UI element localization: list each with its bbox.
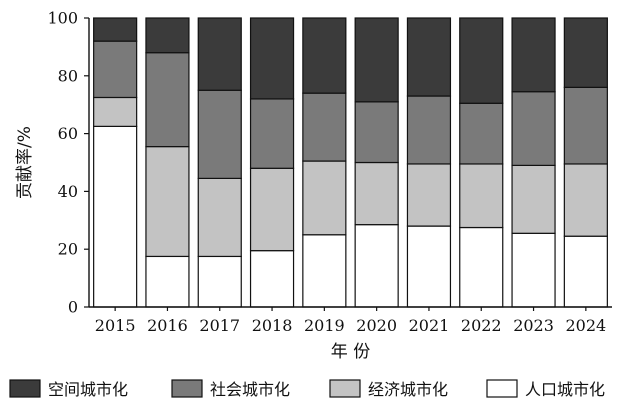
legend-swatch xyxy=(9,379,41,398)
y-tick-label: 40 xyxy=(58,182,78,201)
bar-segment-2021-s0 xyxy=(406,225,452,308)
x-tick-label: 2016 xyxy=(147,316,188,335)
bar-segment-2019-s2 xyxy=(302,92,347,162)
bar-segment-2022-s3 xyxy=(459,17,504,104)
legend-label: 社会城市化 xyxy=(210,380,290,399)
legend-label: 经济城市化 xyxy=(368,380,448,399)
y-tick-label: 0 xyxy=(68,298,78,317)
bar-segment-2020-s2 xyxy=(354,101,399,164)
bar-segment-2021-s2 xyxy=(406,95,452,165)
x-tick-label: 2018 xyxy=(252,316,293,335)
bar-segment-2016-s1 xyxy=(145,146,190,258)
legend-swatch xyxy=(486,379,518,398)
bar-segment-2021-s3 xyxy=(406,17,452,97)
bar-segment-2019-s0 xyxy=(302,234,347,308)
bar-segment-2021-s1 xyxy=(406,163,452,227)
legend-swatch xyxy=(171,379,203,398)
bar-segment-2017-s3 xyxy=(197,17,242,91)
x-tick-label: 2023 xyxy=(513,316,554,335)
bars-layer xyxy=(93,17,608,308)
bar-segment-2023-s3 xyxy=(511,17,556,93)
bar-segment-2015-s2 xyxy=(93,40,138,99)
bar-segment-2024-s2 xyxy=(563,86,608,165)
bar-segment-2017-s1 xyxy=(197,177,242,258)
bar-segment-2018-s0 xyxy=(249,250,295,308)
bar-segment-2019-s3 xyxy=(302,17,347,94)
bar-segment-2018-s1 xyxy=(249,167,295,252)
bar-segment-2020-s0 xyxy=(354,224,399,308)
legend-label: 人口城市化 xyxy=(525,380,605,399)
y-tick-label: 80 xyxy=(58,66,78,85)
bar-segment-2015-s1 xyxy=(93,96,138,127)
y-axis-title: 贡献率/% xyxy=(15,126,35,199)
bar-segment-2016-s2 xyxy=(145,52,190,148)
legend-label: 空间城市化 xyxy=(48,380,128,399)
bar-segment-2016-s0 xyxy=(145,255,190,308)
x-tick-label: 2021 xyxy=(409,316,450,335)
bar-segment-2019-s1 xyxy=(302,160,347,236)
bar-segment-2023-s1 xyxy=(511,164,556,234)
bar-segment-2022-s0 xyxy=(459,226,504,308)
x-tick-label: 2020 xyxy=(356,316,397,335)
bar-segment-2023-s0 xyxy=(511,232,556,308)
bar-segment-2024-s3 xyxy=(563,17,608,88)
bar-segment-2024-s1 xyxy=(563,163,608,237)
bar-segment-2020-s1 xyxy=(354,161,399,226)
x-tick-label: 2017 xyxy=(199,316,240,335)
x-axis-title: 年 份 xyxy=(331,342,370,362)
bar-segment-2018-s3 xyxy=(249,17,295,100)
legend: 空间城市化 社会城市化 经济城市化 人口城市化 xyxy=(9,379,605,399)
bar-segment-2015-s0 xyxy=(93,125,138,308)
x-tick-label: 2022 xyxy=(461,316,502,335)
x-tick-label: 2024 xyxy=(565,316,606,335)
bar-segment-2015-s3 xyxy=(93,17,138,42)
y-tick-label: 60 xyxy=(58,124,78,143)
axes-layer: 2015 2016 2017 2018 2019 2020 2021 2022 2023 2024… xyxy=(15,9,612,362)
bar-segment-2017-s0 xyxy=(197,255,242,308)
bar-segment-2022-s1 xyxy=(459,163,504,229)
bar-segment-2023-s2 xyxy=(511,91,556,166)
bar-segment-2022-s2 xyxy=(459,102,504,165)
bar-segment-2020-s3 xyxy=(354,17,399,103)
bar-segment-2016-s3 xyxy=(145,17,190,54)
bar-segment-2024-s0 xyxy=(563,235,608,308)
x-tick-label: 2015 xyxy=(95,316,136,335)
bar-segment-2017-s2 xyxy=(197,89,242,180)
y-tick-label: 100 xyxy=(47,9,78,28)
bar-segment-2018-s2 xyxy=(249,98,295,169)
y-tick-label: 20 xyxy=(58,240,78,259)
x-tick-label: 2019 xyxy=(304,316,345,335)
legend-swatch xyxy=(329,379,361,398)
